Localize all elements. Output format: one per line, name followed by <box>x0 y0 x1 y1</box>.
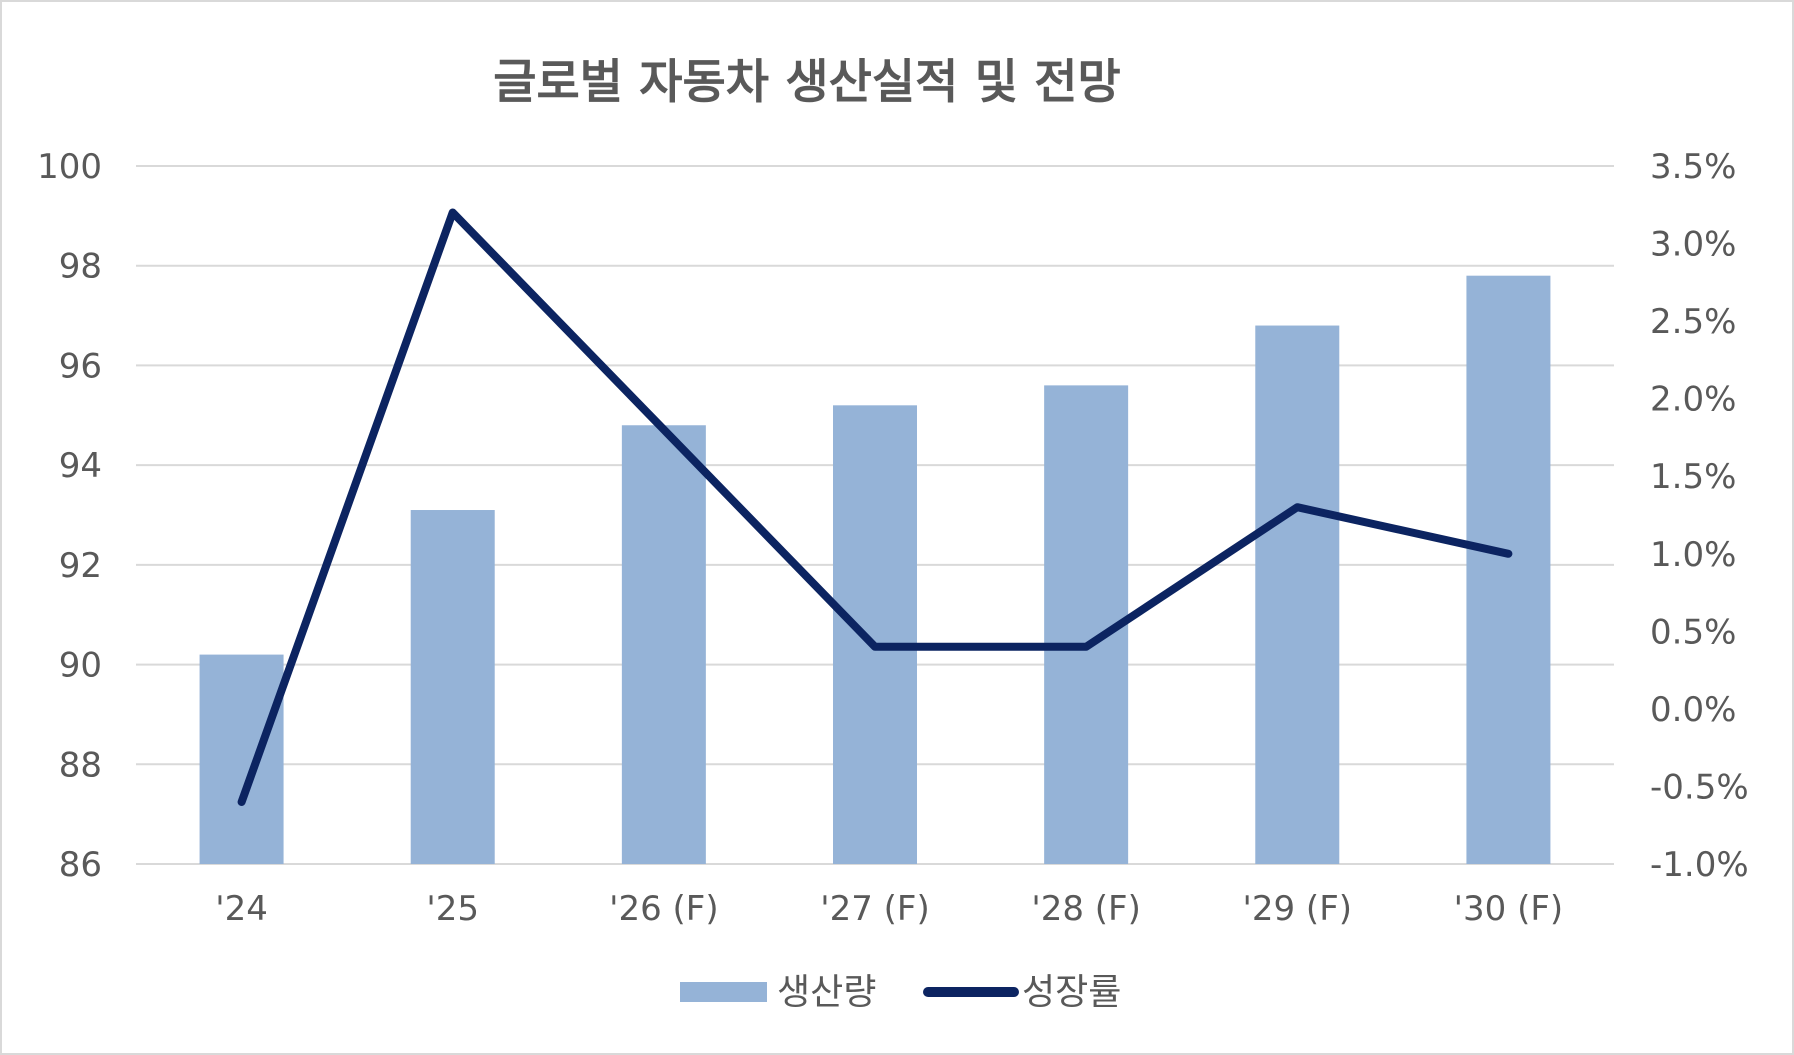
y-right-tick-label: 0.0% <box>1650 690 1736 730</box>
y-left-tick-label: 100 <box>37 147 102 187</box>
x-tick-label: '26 (F) <box>609 889 719 929</box>
legend-label-line: 성장률 <box>1022 972 1121 1013</box>
x-tick-label: '28 (F) <box>1031 889 1141 929</box>
y-right-tick-label: -1.0% <box>1650 845 1749 885</box>
bar <box>199 654 284 864</box>
line-point <box>1295 505 1300 510</box>
y-right-tick-label: 1.0% <box>1650 535 1736 575</box>
x-tick-label: '29 (F) <box>1243 889 1353 929</box>
legend-label-bar: 생산량 <box>777 972 876 1013</box>
bar <box>1466 275 1551 865</box>
x-tick-label: '24 <box>215 889 268 929</box>
line-point <box>873 644 877 649</box>
y-right-tick-label: 2.0% <box>1650 380 1736 420</box>
y-left-tick-label: 98 <box>59 247 102 287</box>
bar <box>833 405 917 864</box>
y-left-tick-label: 88 <box>59 745 102 785</box>
legend: 생산량 성장률 <box>680 972 1121 1013</box>
y-right-tick-label: -0.5% <box>1650 767 1749 807</box>
y-right-tick-label: 3.0% <box>1650 225 1736 265</box>
x-axis: '24 '25 '26 (F) '27 (F) '28 (F) '29 (F) '30 (F… <box>215 889 1563 929</box>
legend-swatch-bar <box>680 982 767 1002</box>
line-point <box>1506 551 1511 556</box>
bar <box>1255 325 1340 864</box>
x-tick-label: '30 (F) <box>1454 889 1564 929</box>
line-point <box>450 210 455 215</box>
left-axis: 86 88 90 92 94 96 98 100 <box>37 147 102 885</box>
y-left-tick-label: 94 <box>59 446 102 486</box>
y-left-tick-label: 86 <box>59 845 102 885</box>
bar <box>410 510 495 864</box>
x-tick-label: '27 (F) <box>820 889 930 929</box>
line-point <box>661 427 666 432</box>
y-right-tick-label: 0.5% <box>1650 612 1736 652</box>
line-point <box>239 799 244 804</box>
y-right-tick-label: 2.5% <box>1650 302 1736 342</box>
y-right-tick-label: 3.5% <box>1650 147 1736 187</box>
bar <box>621 425 706 864</box>
right-axis: -1.0% -0.5% 0.0% 0.5% 1.0% 1.5% 2.0% 2.5% 3.0% 3.… <box>1650 147 1749 885</box>
line-series <box>237 208 1513 806</box>
line-point <box>1084 644 1089 649</box>
chart-title: 글로벌 자동차 생산실적 및 전망 <box>493 55 1121 110</box>
y-left-tick-label: 90 <box>59 646 102 686</box>
y-right-tick-label: 1.5% <box>1650 457 1736 497</box>
y-left-tick-label: 92 <box>59 546 102 586</box>
x-tick-label: '25 <box>426 889 479 929</box>
bar-series <box>199 275 1551 865</box>
y-left-tick-label: 96 <box>59 346 102 386</box>
